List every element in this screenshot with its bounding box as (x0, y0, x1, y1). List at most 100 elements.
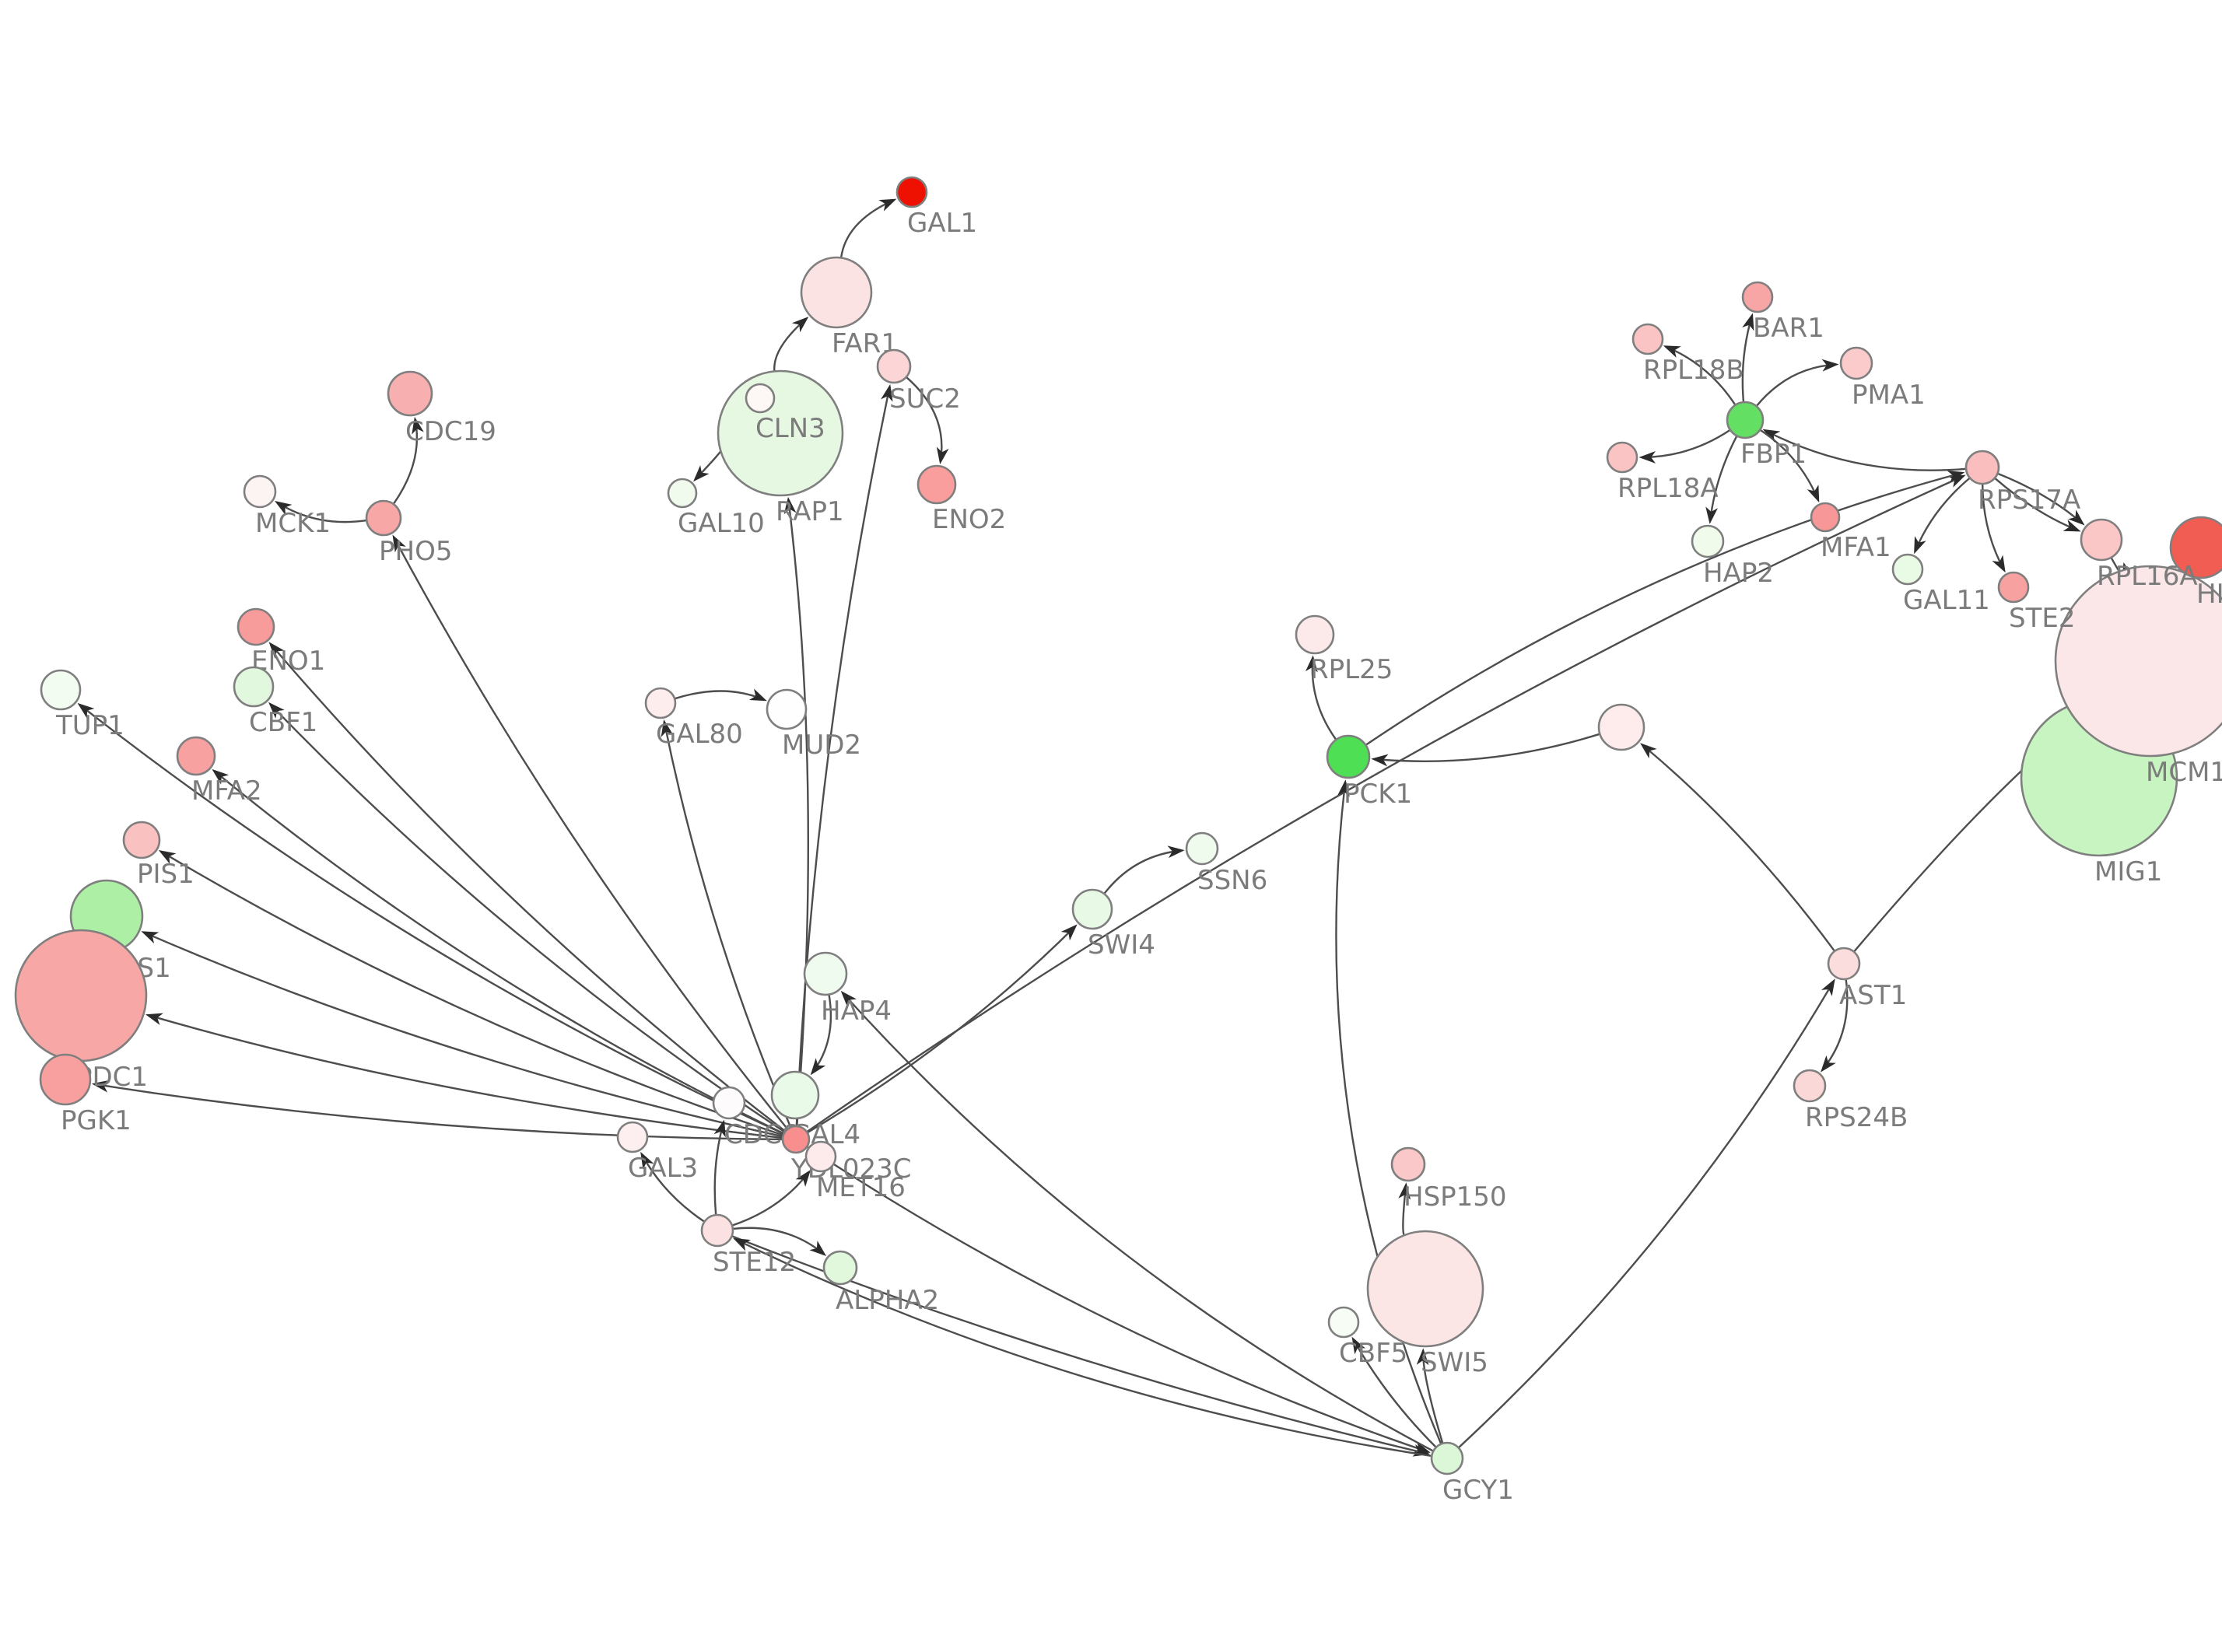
node-CBF1[interactable] (233, 666, 275, 708)
node-MCM1[interactable] (2054, 565, 2222, 758)
node-label-PCK1: PCK1 (1344, 779, 1412, 810)
node-label-BAR1: BAR1 (1753, 313, 1824, 344)
edge-AST1-NODE48 (1640, 743, 1836, 952)
node-CDC6[interactable] (712, 1086, 746, 1120)
node-SWI4[interactable] (1071, 888, 1113, 930)
node-HAP2[interactable] (1691, 524, 1725, 558)
node-FBP1[interactable] (1726, 401, 1765, 439)
node-group-MFA1: MFA1 (1810, 502, 1891, 563)
edge-PHO5-CDC19 (392, 416, 424, 505)
node-label-SSN6: SSN6 (1197, 865, 1267, 896)
node-TUP1[interactable] (40, 669, 82, 711)
node-MFA2[interactable] (176, 736, 216, 776)
node-ENO2[interactable] (916, 464, 957, 505)
node-HSP150[interactable] (1390, 1146, 1426, 1182)
edge-GCY1-CBF5 (1351, 1336, 1437, 1448)
node-HIS4[interactable] (2169, 516, 2222, 579)
node-label-GCY1: GCY1 (1442, 1475, 1514, 1506)
edge-YDL023C-RAP1 (783, 496, 809, 1127)
edge-RAP1-FAR1 (773, 317, 809, 372)
node-GAL4[interactable] (770, 1070, 820, 1120)
node-ENO1[interactable] (237, 607, 275, 646)
node-RPL18B[interactable] (1631, 323, 1664, 355)
node-MFA1[interactable] (1810, 502, 1841, 533)
node-PGK1[interactable] (39, 1053, 92, 1106)
node-ALPHA2[interactable] (822, 1250, 858, 1286)
node-PDC1[interactable] (14, 929, 148, 1062)
node-RPL18A[interactable] (1606, 441, 1638, 474)
edge-PHO5-MCK1 (274, 500, 367, 523)
node-MUD2[interactable] (766, 688, 808, 730)
edge-YDL023C-ENO1 (268, 642, 787, 1132)
node-GAL1[interactable] (895, 176, 928, 208)
node-GAL10[interactable] (667, 478, 698, 509)
node-CLN3[interactable] (745, 383, 776, 414)
node-RPL25[interactable] (1295, 614, 1335, 655)
edge-YDL023C-GCY1 (806, 1146, 1431, 1454)
edge-YDL023C-PHO5 (392, 534, 789, 1130)
edge-NODE48-PCK1 (1371, 733, 1600, 767)
node-group-AST1: AST1 (1827, 947, 1907, 1011)
edge-GCY1-AST1 (1457, 978, 1835, 1449)
node-SWI5[interactable] (1366, 1230, 1484, 1348)
node-BAR1[interactable] (1741, 281, 1774, 313)
node-group-TUP1: TUP1 (40, 669, 124, 741)
node-group-PCK1: PCK1 (1326, 734, 1412, 810)
node-MCK1[interactable] (243, 474, 277, 509)
edge-YDL023C-RPS17A (806, 474, 1966, 1133)
node-group-MUD2: MUD2 (766, 688, 861, 761)
node-FAR1[interactable] (800, 256, 873, 329)
node-HAP4[interactable] (803, 951, 848, 996)
edge-YDL023C-SUC2 (795, 383, 893, 1127)
node-NODE48[interactable] (1597, 703, 1645, 751)
node-label-STE2: STE2 (2009, 603, 2075, 634)
node-PCK1[interactable] (1326, 734, 1371, 779)
edge-YDL023C-PGK1 (91, 1080, 783, 1141)
node-MET16[interactable] (804, 1140, 837, 1173)
node-label-PHO5: PHO5 (379, 536, 452, 567)
node-SSN6[interactable] (1185, 831, 1219, 866)
node-group-RPL18A: RPL18A (1606, 441, 1719, 504)
node-group-GCY1: GCY1 (1430, 1441, 1514, 1506)
node-YDL023C[interactable] (781, 1125, 811, 1154)
node-group-GAL10: GAL10 (667, 478, 765, 539)
node-label-HAP4: HAP4 (821, 996, 892, 1027)
node-group-GAL11: GAL11 (1891, 553, 1990, 616)
node-label-AST1: AST1 (1839, 980, 1907, 1011)
node-GAL3[interactable] (616, 1121, 649, 1153)
edge-GAL80-MUD2 (674, 688, 767, 702)
node-group-RPL18B: RPL18B (1631, 323, 1744, 386)
node-STE2[interactable] (1997, 571, 2030, 604)
edge-YDL023C-MFA2 (212, 768, 785, 1135)
node-PHO5[interactable] (365, 499, 402, 537)
node-label-GAL3: GAL3 (628, 1153, 698, 1184)
node-label-GAL11: GAL11 (1903, 585, 1990, 616)
node-GAL11[interactable] (1891, 553, 1924, 586)
edge-layer (77, 198, 2134, 1458)
edge-STE12-CDC6 (713, 1119, 726, 1216)
node-group-CBF1: CBF1 (233, 666, 317, 738)
node-GCY1[interactable] (1430, 1441, 1464, 1475)
node-group-STE2: STE2 (1997, 571, 2075, 634)
node-CBF5[interactable] (1327, 1306, 1360, 1339)
node-RPL16A[interactable] (2080, 518, 2123, 562)
node-group-ENO2: ENO2 (916, 464, 1006, 535)
edge-FBP1-PMA1 (1755, 359, 1839, 407)
node-label-CBF1: CBF1 (249, 707, 317, 738)
node-GAL80[interactable] (644, 687, 677, 719)
node-label-RPL18A: RPL18A (1617, 473, 1719, 504)
node-group-PHO5: PHO5 (365, 499, 452, 567)
node-SUC2[interactable] (876, 348, 912, 384)
node-group-SWI5: SWI5 (1366, 1230, 1488, 1378)
node-RPS17A[interactable] (1964, 450, 2000, 485)
node-AST1[interactable] (1827, 947, 1861, 981)
node-STE12[interactable] (700, 1213, 734, 1248)
node-PIS1[interactable] (122, 821, 161, 859)
edge-FBP1-MFA1 (1759, 429, 1820, 503)
node-RPS24B[interactable] (1793, 1069, 1827, 1103)
node-CDC19[interactable] (387, 370, 433, 417)
node-PMA1[interactable] (1839, 346, 1873, 380)
node-group-FAR1: FAR1 (800, 256, 898, 359)
node-group-HAP4: HAP4 (803, 951, 892, 1027)
